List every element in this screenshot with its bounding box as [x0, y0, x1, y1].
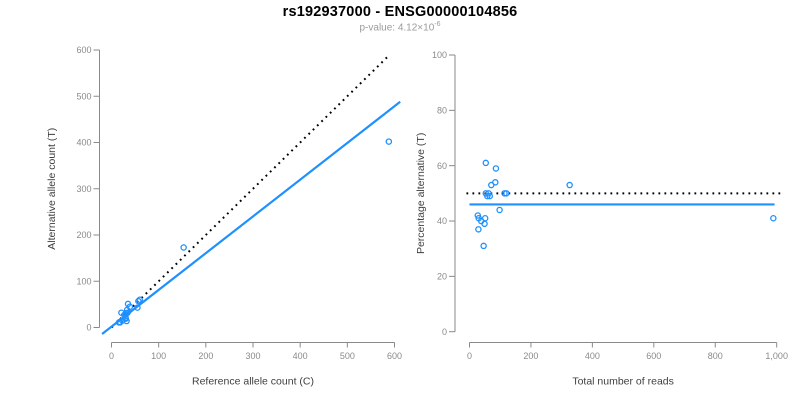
x-tick-label: 100	[151, 351, 166, 361]
x-tick-label: 300	[245, 351, 260, 361]
x-tick-label: 200	[198, 351, 213, 361]
x-tick-label: 400	[293, 351, 308, 361]
data-point	[116, 319, 124, 326]
data-point	[486, 192, 494, 200]
y-tick-label: 0	[442, 327, 447, 337]
data-point	[566, 181, 573, 189]
x-tick-label: 800	[708, 351, 723, 361]
y-tick-label: 20	[437, 272, 447, 282]
y-tick-label: 100	[76, 276, 91, 286]
y-tick-label: 40	[437, 216, 447, 226]
allele-counts-plot: 0 100 200 300 400 500 600 0 100 200 300 400 500 600 Re…	[46, 45, 402, 387]
data-point	[496, 206, 503, 214]
data-point	[482, 159, 490, 167]
y-tick-label: 300	[76, 184, 91, 194]
data-point	[123, 317, 130, 325]
x-axis-title: Reference allele count (C)	[192, 376, 314, 388]
data-point	[503, 190, 510, 197]
x-tick-label: 1,000	[765, 351, 788, 361]
y-tick-label: 400	[76, 138, 91, 148]
data-point	[481, 220, 488, 228]
percentage-alternative-plot: 0 20 40 60 80 100 0 200 400 600 800 1,000 Total numb…	[415, 50, 788, 387]
data-point	[135, 297, 142, 305]
data-point	[126, 303, 134, 310]
y-tick-label: 80	[437, 106, 447, 116]
data-point	[475, 226, 482, 233]
pvalue-text: p-value: 4.12×10	[359, 22, 435, 34]
y-axis-title: Alternative allele count (T)	[46, 128, 58, 250]
x-axis-title: Total number of reads	[572, 376, 674, 388]
data-point	[136, 296, 144, 303]
data-point	[480, 242, 487, 250]
data-point	[385, 138, 393, 145]
fit-line	[101, 100, 401, 335]
data-point	[492, 165, 500, 172]
pvalue-exponent: -6	[434, 21, 441, 28]
data-point	[492, 179, 499, 186]
y-tick-label: 500	[76, 91, 91, 101]
x-tick-label: 600	[646, 351, 661, 361]
y-tick-label: 0	[86, 323, 91, 333]
y-tick-label: 60	[437, 161, 447, 171]
figure-header: rs192937000 - ENSG00000104856 p-value: 4…	[0, 4, 800, 33]
x-tick-label: 0	[467, 351, 472, 361]
y-tick-label: 200	[76, 230, 91, 240]
identity-line	[110, 56, 389, 329]
y-tick-label: 100	[432, 50, 447, 60]
chart-subtitle: p-value: 4.12×10-6	[0, 21, 800, 33]
x-tick-label: 200	[523, 351, 538, 361]
x-tick-label: 500	[340, 351, 355, 361]
x-tick-label: 0	[109, 351, 114, 361]
y-tick-label: 600	[76, 45, 91, 55]
data-point	[134, 304, 141, 311]
x-tick-label: 600	[387, 351, 402, 361]
data-point	[770, 215, 777, 222]
chart-title: rs192937000 - ENSG00000104856	[282, 4, 518, 20]
x-tick-label: 400	[585, 351, 600, 361]
data-point	[180, 244, 187, 251]
y-axis-title: Percentage alternative (T)	[415, 133, 427, 254]
